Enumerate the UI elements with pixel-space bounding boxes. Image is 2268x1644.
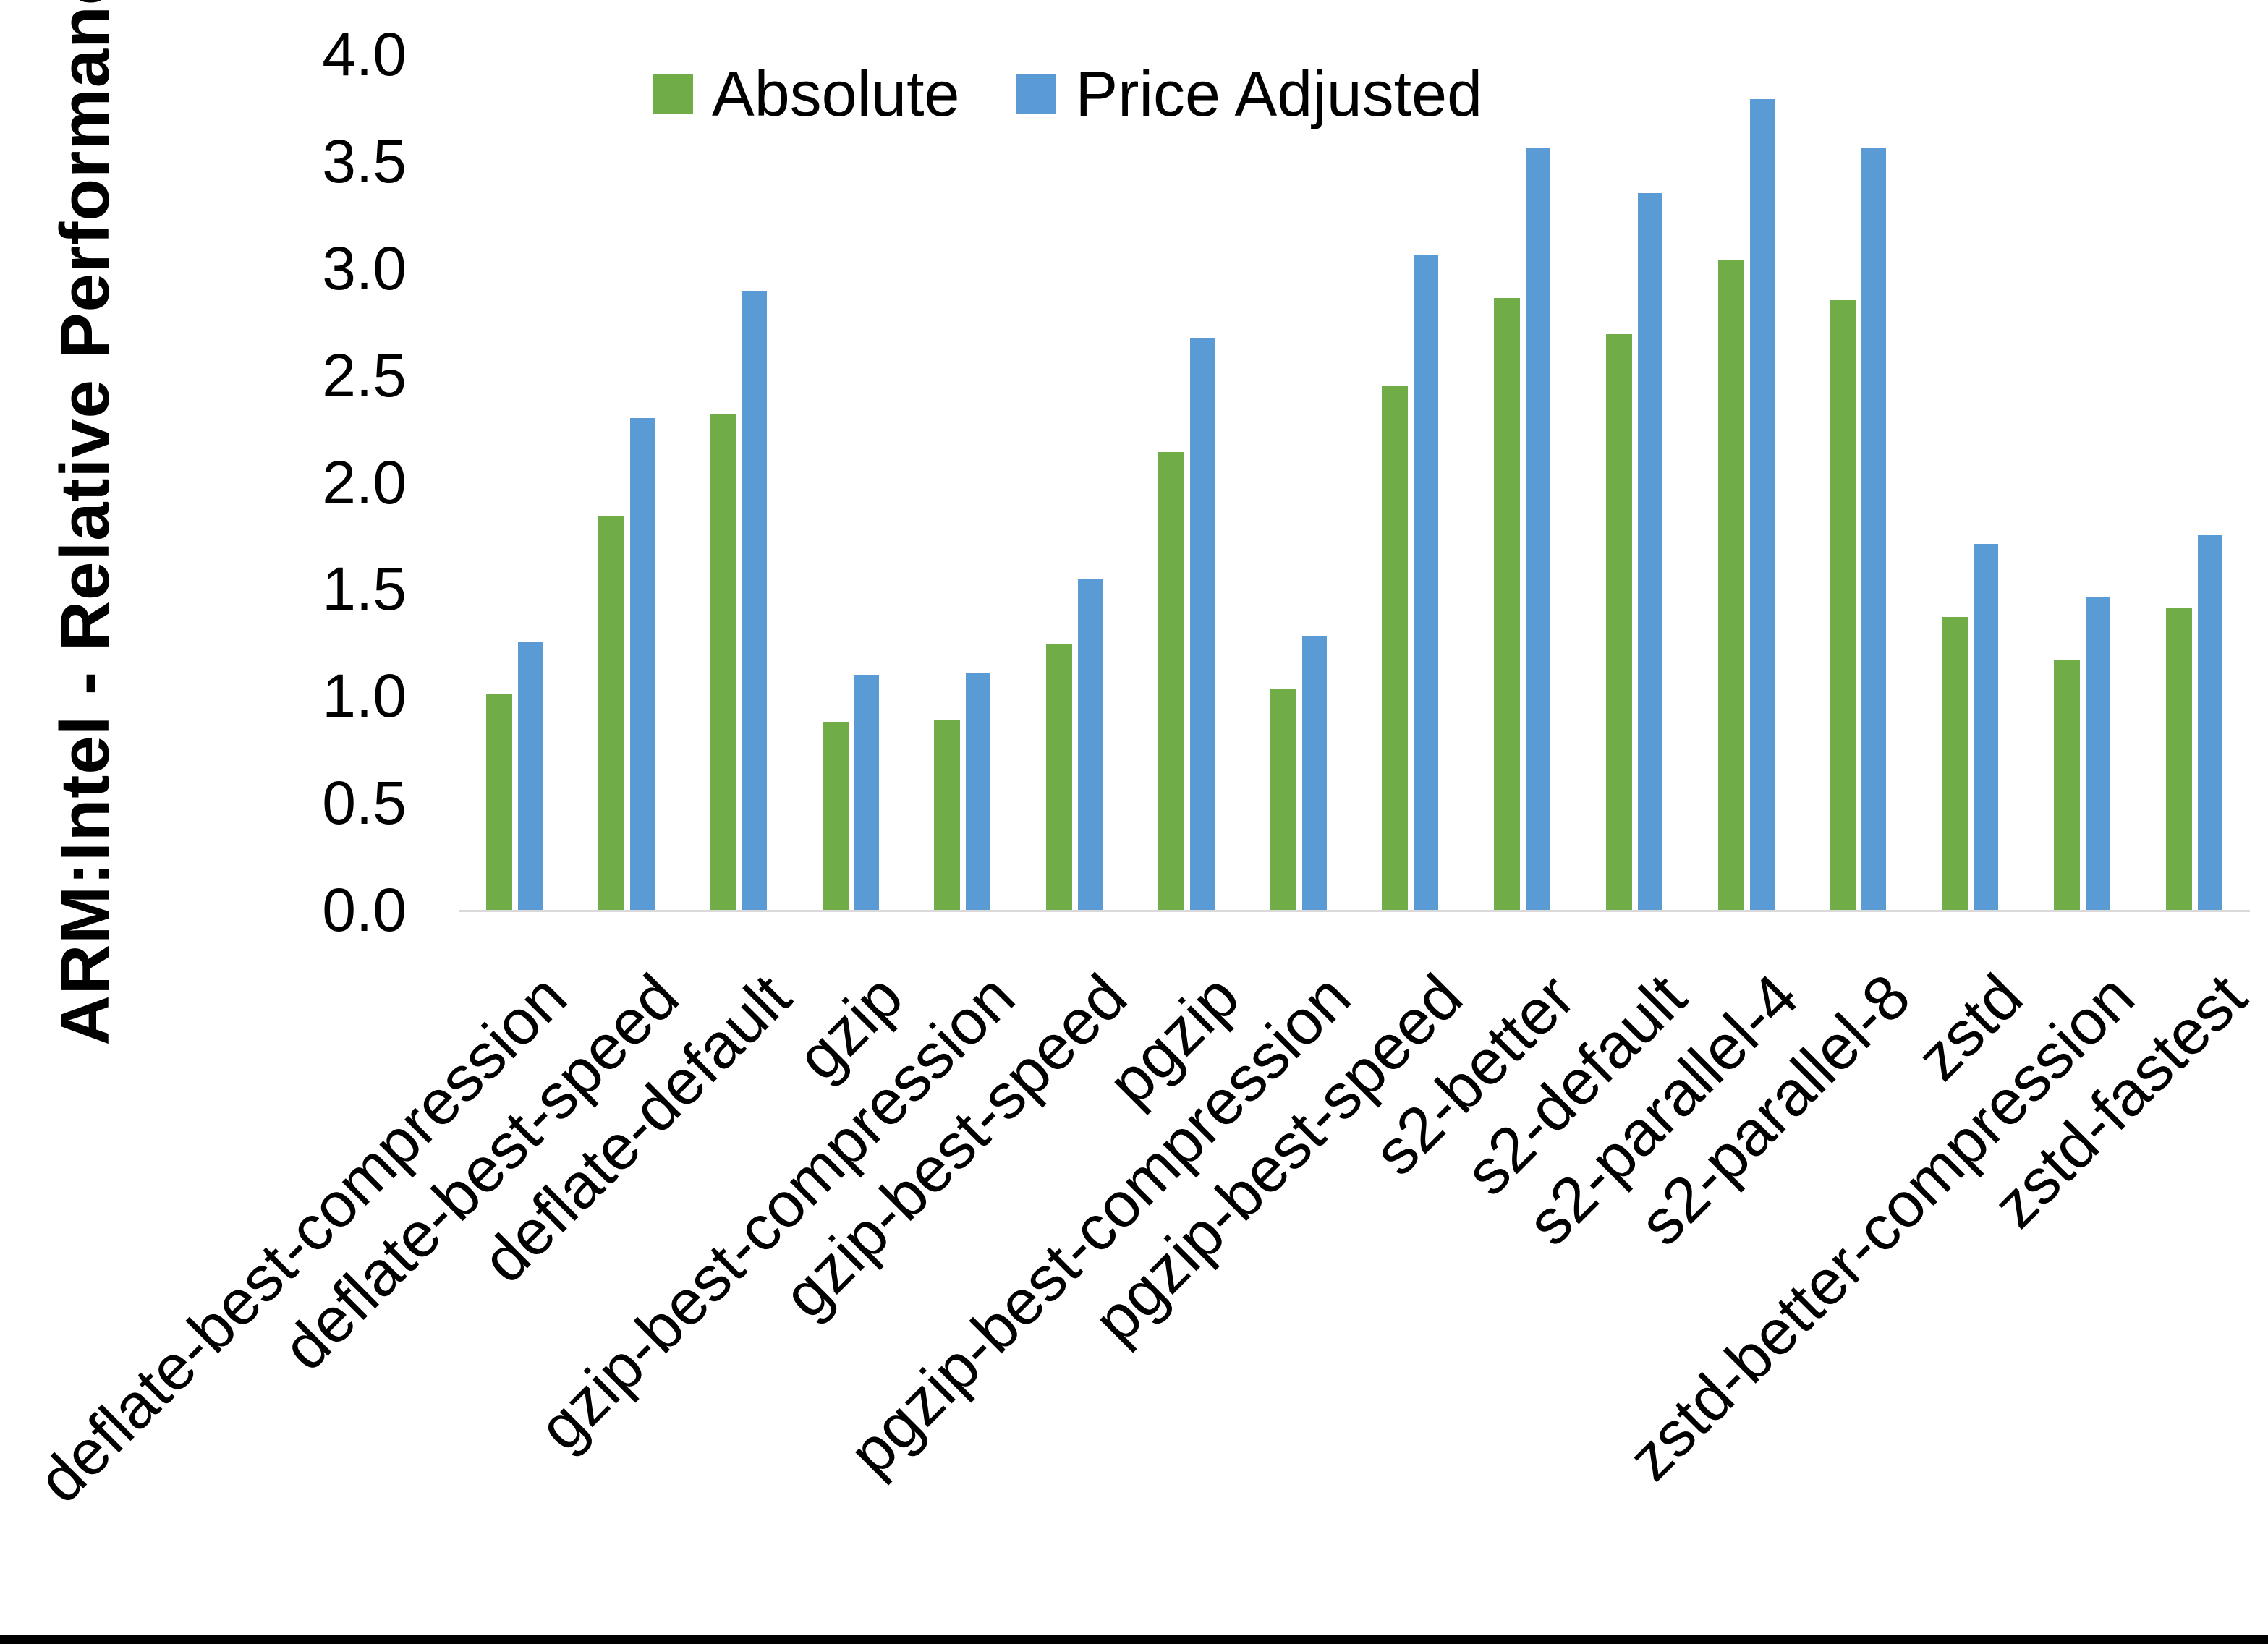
bar-absolute: [598, 516, 625, 910]
bar-absolute: [1382, 386, 1409, 910]
bar-price-adjusted: [966, 672, 991, 910]
bar-cluster: [1690, 54, 1802, 910]
bar-absolute: [822, 721, 849, 910]
bar-absolute: [2053, 659, 2080, 910]
bar-cluster: [459, 54, 571, 910]
bar-absolute: [1942, 616, 1968, 910]
bar-cluster: [2138, 54, 2250, 910]
bar-absolute: [1605, 334, 1632, 910]
legend-swatch-icon: [653, 74, 693, 114]
y-tick-label: 0.0: [322, 876, 407, 944]
bar-price-adjusted: [1749, 99, 1775, 910]
bar-price-adjusted: [1974, 544, 1999, 910]
legend-item-absolute: Absolute: [653, 62, 959, 126]
bar-cluster: [1019, 54, 1131, 910]
bar-price-adjusted: [1414, 255, 1439, 910]
bar-absolute: [1717, 259, 1744, 910]
bar-cluster: [2026, 54, 2139, 910]
bar-cluster: [1579, 54, 1691, 910]
y-tick-label: 3.0: [322, 234, 407, 302]
bar-absolute: [1830, 300, 1856, 910]
bar-cluster: [571, 54, 683, 910]
bar-cluster: [1131, 54, 1243, 910]
bar-absolute: [1158, 452, 1184, 910]
bar-cluster: [794, 54, 906, 910]
bar-price-adjusted: [2197, 535, 2222, 910]
bar-price-adjusted: [1637, 193, 1662, 910]
bar-price-adjusted: [2085, 597, 2110, 910]
bar-absolute: [1270, 689, 1296, 910]
bar-absolute: [710, 413, 736, 910]
bar-absolute: [486, 694, 513, 910]
bar-price-adjusted: [1526, 148, 1551, 910]
bar-absolute: [1494, 298, 1521, 910]
y-tick-label: 1.0: [322, 662, 407, 731]
legend-swatch-icon: [1016, 74, 1057, 114]
legend-label: Absolute: [712, 58, 960, 129]
bar-price-adjusted: [630, 417, 655, 910]
bottom-border: [0, 1635, 2268, 1644]
bar-absolute: [934, 719, 961, 910]
plot-area: [459, 54, 2250, 912]
y-tick-label: 0.5: [322, 769, 407, 838]
bar-cluster: [1354, 54, 1466, 910]
bar-price-adjusted: [742, 291, 767, 910]
bar-cluster: [1242, 54, 1354, 910]
y-tick-label: 2.5: [322, 341, 407, 409]
bar-cluster: [683, 54, 795, 910]
legend-item-price-adjusted: Price Adjusted: [1016, 62, 1482, 126]
bar-cluster: [1466, 54, 1579, 910]
bar-price-adjusted: [1861, 148, 1887, 910]
legend: Absolute Price Adjusted: [653, 62, 1539, 126]
y-tick-label: 4.0: [322, 20, 407, 88]
bar-price-adjusted: [1078, 578, 1103, 910]
y-axis-title: ARM:Intel - Relative Performance: [46, 0, 124, 1046]
bar-cluster: [906, 54, 1019, 910]
bar-price-adjusted: [854, 674, 879, 910]
bar-cluster: [1802, 54, 1914, 910]
bar-price-adjusted: [518, 642, 543, 910]
legend-label: Price Adjusted: [1075, 58, 1483, 129]
bar-price-adjusted: [1189, 338, 1215, 910]
bar-absolute: [1046, 644, 1073, 910]
y-tick-label: 2.0: [322, 448, 407, 516]
y-tick-label: 3.5: [322, 127, 407, 195]
bar-price-adjusted: [1301, 636, 1327, 910]
y-tick-label: 1.5: [322, 555, 407, 623]
bar-cluster: [1914, 54, 2026, 910]
bar-absolute: [2165, 608, 2192, 910]
